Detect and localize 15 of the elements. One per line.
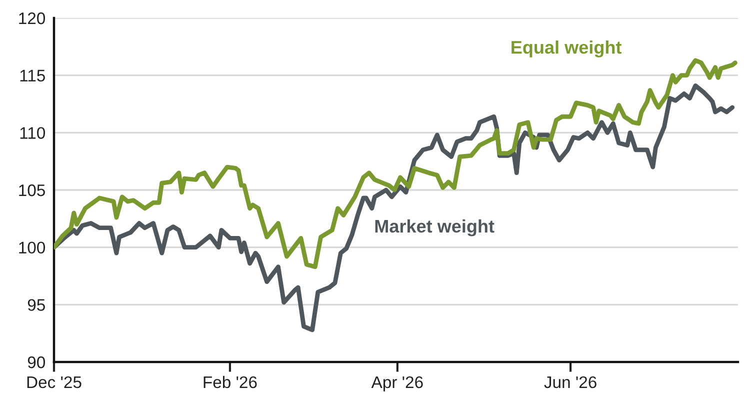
y-tick-label: 105: [19, 184, 45, 196]
x-tick-label: Dec '25: [27, 376, 82, 388]
line-series: [54, 83, 735, 332]
y-tick-label: 115: [20, 70, 45, 82]
text: Equal weight: [512, 40, 622, 58]
x-tick-label: Feb '26: [204, 376, 257, 388]
series-label: Market weight: [375, 219, 494, 236]
x-tick-label: Apr '26: [371, 376, 423, 392]
y-tick-label: 110: [20, 127, 46, 139]
y-tick-label: 95: [28, 299, 45, 311]
x-tick-label: Jun '26: [544, 376, 596, 388]
y-tick-label: 90: [28, 356, 46, 368]
y-tick-label: 100: [19, 242, 46, 254]
line-series: [54, 58, 738, 270]
y-tick-label: 120: [19, 12, 46, 24]
